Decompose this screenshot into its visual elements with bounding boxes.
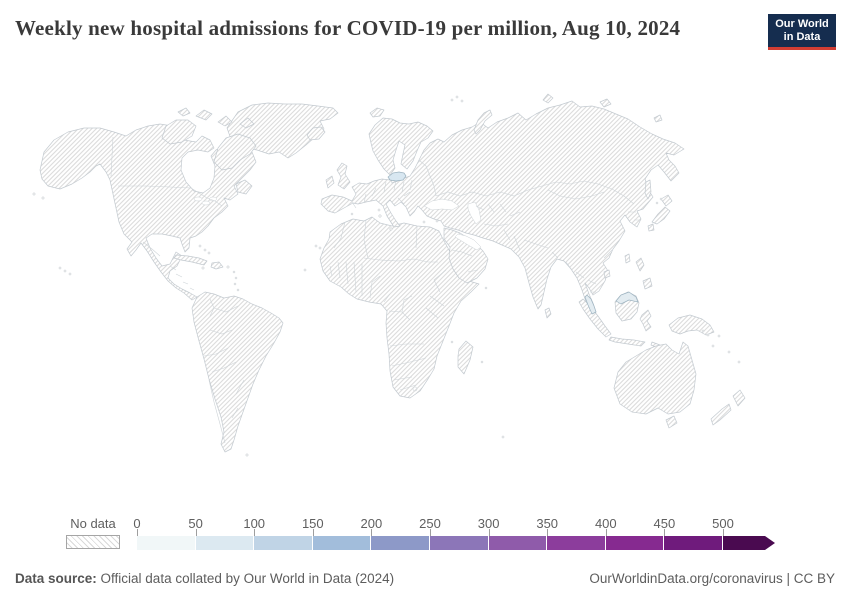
no-data-swatch[interactable] xyxy=(66,535,120,549)
owid-logo-line1: Our World xyxy=(775,17,829,30)
country-borders xyxy=(110,136,640,444)
eurasia xyxy=(320,100,685,316)
colorbar-segment-400-450[interactable] xyxy=(605,536,665,550)
japan-hokkaido xyxy=(660,194,673,207)
caspian-sea xyxy=(467,201,482,225)
japan-honshu xyxy=(651,206,671,225)
tick-mark xyxy=(312,529,314,536)
tick-label-400: 400 xyxy=(594,516,617,531)
colorbar-arrow-500-plus[interactable] xyxy=(723,536,775,550)
owid-logo-line2: in Data xyxy=(783,30,821,43)
taiwan xyxy=(624,253,631,264)
madagascar xyxy=(457,340,474,375)
country-austria[interactable] xyxy=(387,171,407,182)
scandinavia xyxy=(368,117,434,176)
philippines-luzon xyxy=(635,257,645,272)
tick-mark xyxy=(605,529,607,536)
tick-label-200: 200 xyxy=(360,516,383,531)
attribution-link[interactable]: OurWorldinData.org/coronavirus | CC BY xyxy=(589,571,835,586)
tick-mark xyxy=(664,529,666,536)
colorbar-segment-450-500[interactable] xyxy=(664,536,723,550)
persian-gulf xyxy=(454,233,482,251)
data-source-text: Official data collated by Our World in D… xyxy=(96,571,395,586)
colorbar-segment-100-150[interactable] xyxy=(254,536,313,550)
iceland xyxy=(306,126,326,141)
tick-mark xyxy=(137,529,138,536)
africa xyxy=(319,216,480,399)
colorbar-segment-300-350[interactable] xyxy=(488,536,548,550)
tick-label-150: 150 xyxy=(301,516,324,531)
tick-label-100: 100 xyxy=(243,516,266,531)
south-america xyxy=(191,291,284,453)
tick-mark xyxy=(723,529,724,536)
page-title: Weekly new hospital admissions for COVID… xyxy=(15,16,681,40)
country-malaysia-borneo[interactable] xyxy=(615,291,639,305)
world-map[interactable] xyxy=(0,80,850,510)
great-lakes xyxy=(193,196,203,202)
colorbar-segment-0-50[interactable] xyxy=(137,536,196,550)
ireland xyxy=(325,175,335,189)
philippines-mindanao xyxy=(642,277,653,290)
footer: Data source: Official data collated by O… xyxy=(0,566,850,600)
data-source: Data source: Official data collated by O… xyxy=(15,571,394,586)
australia xyxy=(613,341,697,415)
new-guinea xyxy=(668,314,715,336)
colorbar[interactable] xyxy=(137,536,723,550)
country-malaysia-peninsular[interactable] xyxy=(584,294,597,315)
tick-mark xyxy=(371,529,373,536)
colorbar-segment-200-250[interactable] xyxy=(371,536,430,550)
black-sea xyxy=(423,198,460,211)
landmass-no-data[interactable] xyxy=(39,93,746,453)
colorbar-segment-350-400[interactable] xyxy=(547,536,606,550)
nz-north-island xyxy=(732,389,746,407)
tick-mark xyxy=(547,529,549,536)
tick-label-300: 300 xyxy=(477,516,500,531)
sri-lanka xyxy=(544,307,552,319)
tick-label-500: 500 xyxy=(712,516,734,531)
owid-logo[interactable]: Our World in Data xyxy=(768,14,836,50)
tick-label-350: 350 xyxy=(536,516,559,531)
colorbar-segment-250-300[interactable] xyxy=(429,536,489,550)
owid-logo-box: Our World in Data xyxy=(768,14,836,47)
java xyxy=(608,336,646,347)
tick-mark xyxy=(430,529,431,536)
colorbar-segment-50-100[interactable] xyxy=(195,536,255,550)
colorbar-segment-150-200[interactable] xyxy=(312,536,372,550)
owid-logo-accent-bar xyxy=(768,47,836,50)
interior-seas xyxy=(193,196,482,251)
great-britain xyxy=(336,162,351,190)
sumatra xyxy=(578,298,612,338)
tick-label-50: 50 xyxy=(188,516,203,531)
cuba xyxy=(173,254,208,266)
tick-mark xyxy=(195,529,197,536)
hainan xyxy=(603,269,611,279)
tick-mark xyxy=(254,529,256,536)
north-america xyxy=(39,123,257,301)
data-source-label: Data source: xyxy=(15,571,97,586)
tasmania xyxy=(665,415,678,429)
nz-south-island xyxy=(710,403,732,426)
japan-kyushu xyxy=(647,223,655,232)
tick-label-450: 450 xyxy=(653,516,676,531)
no-data-label: No data xyxy=(70,516,116,531)
sakhalin xyxy=(644,179,652,200)
tick-mark xyxy=(488,529,490,536)
sulawesi xyxy=(639,309,652,332)
small-islands xyxy=(32,95,741,457)
tick-label-0: 0 xyxy=(133,516,141,531)
hispaniola xyxy=(210,261,224,270)
tick-label-250: 250 xyxy=(419,516,441,531)
